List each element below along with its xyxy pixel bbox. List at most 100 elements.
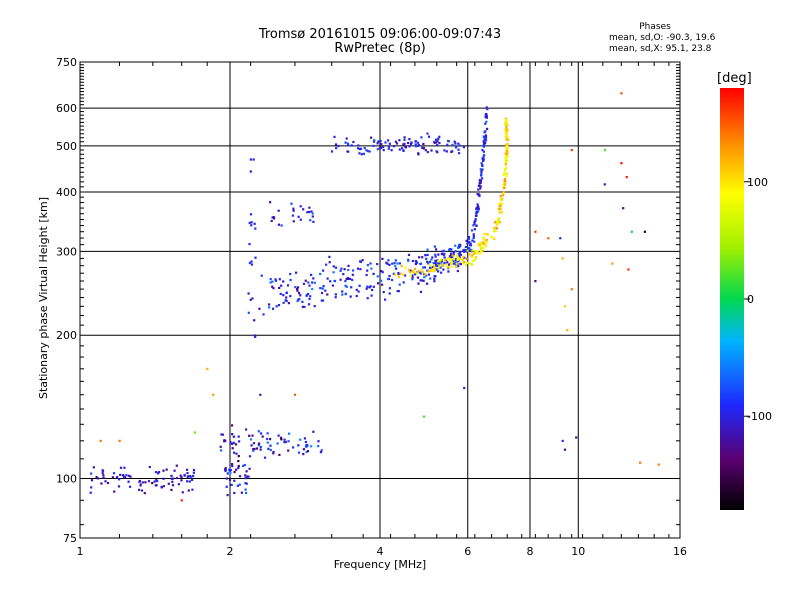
echo-point (272, 216, 275, 219)
echo-point (449, 253, 453, 257)
echo-point (155, 484, 158, 487)
echo-point (245, 475, 249, 478)
echo-point (278, 278, 281, 281)
echo-point (292, 220, 295, 223)
echo-point (468, 253, 471, 256)
echo-point (479, 181, 482, 185)
echo-point (506, 147, 509, 150)
echo-point (437, 267, 440, 270)
echo-point (294, 286, 297, 289)
echo-point (421, 146, 424, 149)
phases-x-values: 95.1, 23.8 (665, 44, 712, 54)
echo-point (226, 472, 229, 475)
echo-point (416, 141, 420, 144)
echo-point (285, 296, 288, 299)
echo-point (506, 143, 509, 146)
echo-point (472, 236, 475, 240)
echo-point (456, 269, 459, 273)
echo-point (426, 151, 429, 154)
echo-point (271, 307, 275, 310)
echo-point (319, 287, 322, 290)
echo-point (118, 478, 121, 481)
echo-point (404, 266, 407, 270)
echo-point (304, 440, 307, 444)
echo-point (455, 261, 458, 264)
echo-point (457, 246, 460, 249)
echo-point (221, 433, 224, 436)
echo-point (328, 255, 331, 258)
x-tick-label: 16 (673, 545, 687, 558)
echo-point (559, 237, 562, 240)
echo-point (252, 158, 255, 161)
echo-point (251, 297, 254, 300)
echo-point (443, 262, 446, 265)
echo-point (484, 116, 487, 119)
echo-point (180, 479, 183, 482)
echo-point (429, 277, 432, 280)
echo-point (407, 269, 410, 272)
echo-point (359, 147, 362, 150)
x-tick-label: 4 (377, 545, 384, 558)
echo-point (433, 277, 436, 280)
echo-point (186, 468, 189, 471)
phases-x-stats: mean, sd,X: 95.1, 23.8 (609, 44, 711, 55)
echo-point (422, 142, 425, 146)
echo-point (252, 448, 255, 451)
echo-point (254, 335, 257, 338)
echo-point (129, 485, 132, 488)
echo-point (502, 184, 506, 188)
echo-point (401, 147, 404, 150)
echo-point (505, 120, 508, 123)
echo-point (319, 451, 322, 454)
echo-point (478, 194, 481, 197)
echo-point (459, 258, 463, 261)
echo-point (484, 130, 487, 133)
echo-point (390, 149, 393, 152)
echo-point (125, 474, 128, 477)
echo-point (434, 269, 437, 272)
echo-point (346, 142, 349, 145)
echo-point (495, 227, 498, 230)
echo-point (575, 436, 578, 439)
echo-point (427, 270, 430, 273)
echo-point (534, 280, 537, 283)
echo-point (506, 136, 509, 139)
echo-point (431, 266, 434, 269)
echo-point (477, 207, 480, 210)
echo-point (450, 260, 453, 263)
echo-point (483, 144, 486, 147)
echo-point (483, 239, 486, 242)
echo-point (394, 259, 397, 262)
echo-point (260, 274, 263, 277)
echo-point (287, 302, 290, 305)
echo-point (342, 273, 345, 276)
echo-point (237, 435, 240, 438)
echo-point (242, 464, 245, 468)
echo-point (284, 440, 287, 444)
echo-point (328, 261, 331, 264)
echo-point (398, 139, 401, 142)
echo-point (459, 262, 463, 266)
echo-point (396, 262, 399, 265)
echo-point (293, 393, 297, 396)
echo-point (275, 305, 278, 308)
echo-point (269, 438, 272, 441)
y-tick-label: 75 (63, 532, 77, 545)
echo-point (280, 224, 283, 227)
echo-point (534, 230, 537, 233)
echo-point (191, 488, 194, 491)
echo-point (269, 278, 272, 281)
echo-point (373, 139, 376, 142)
echo-point (387, 147, 390, 150)
echo-point (248, 261, 251, 265)
echo-point (340, 267, 343, 270)
echo-point (484, 244, 487, 248)
echo-point (147, 480, 151, 483)
echo-point (106, 481, 110, 485)
echo-point (190, 476, 193, 479)
x-tick-labels: 1 2 4 6 8 10 16 (77, 545, 688, 558)
echo-point (301, 300, 304, 303)
echo-point (140, 489, 144, 492)
echo-point (89, 491, 92, 494)
echo-point (113, 490, 116, 493)
